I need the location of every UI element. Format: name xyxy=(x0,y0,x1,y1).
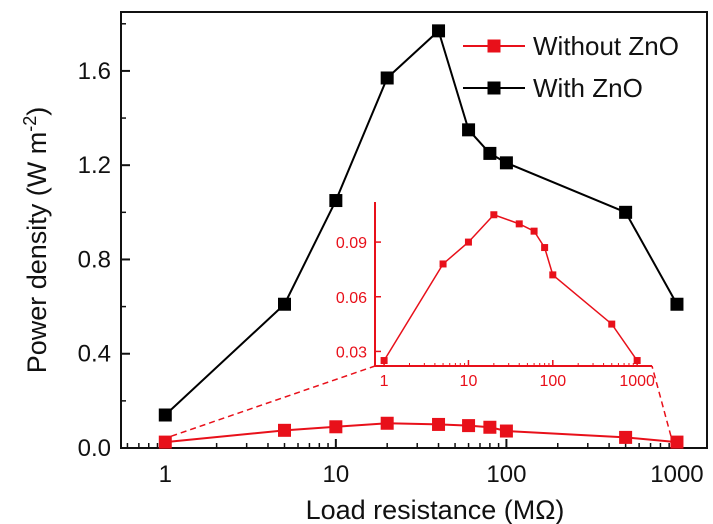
x-tick-label: 1 xyxy=(159,461,172,488)
data-point-with-zno xyxy=(499,156,513,170)
inset-data-point xyxy=(608,320,616,328)
inset-data-point xyxy=(464,238,472,246)
y-axis-label-close: ) xyxy=(22,107,52,116)
inset-x-tick-label: 1000 xyxy=(619,373,655,390)
inset-data-point xyxy=(530,227,538,235)
main-plot-frame xyxy=(120,11,708,449)
inset-y-tick-label: 0.06 xyxy=(336,290,367,307)
inset-y-tick-label: 0.09 xyxy=(336,235,367,252)
inset-y-tick-label: 0.03 xyxy=(336,344,367,361)
y-tick-label: 1.2 xyxy=(78,152,111,179)
inset-data-point xyxy=(515,220,523,228)
data-point-without-zno xyxy=(278,423,292,437)
data-point-without-zno xyxy=(619,430,633,444)
x-tick-label: 1000 xyxy=(650,461,703,488)
data-point-with-zno xyxy=(432,24,446,38)
data-point-without-zno xyxy=(462,419,476,433)
data-point-with-zno xyxy=(483,146,497,160)
legend-label: Without ZnO xyxy=(533,31,679,61)
main-plot: 1 10 100 1000 0.0 0.4 0.8 1.2 1.6 xyxy=(78,11,708,488)
legend: Without ZnO With ZnO xyxy=(463,31,679,103)
data-point-with-zno xyxy=(329,194,343,208)
x-tick-label: 10 xyxy=(322,461,349,488)
data-point-without-zno xyxy=(329,420,343,434)
y-tick-label: 0.8 xyxy=(78,246,111,273)
data-point-without-zno xyxy=(483,420,497,434)
inset-data-point xyxy=(490,211,498,219)
y-tick-label: 1.6 xyxy=(78,58,111,85)
data-point-with-zno xyxy=(380,71,394,85)
data-point-with-zno xyxy=(158,408,172,422)
inset-connector-right xyxy=(651,365,672,437)
inset-x-tick-label: 10 xyxy=(460,373,478,390)
y-axis-label-exponent: -2 xyxy=(20,116,40,132)
inset-data-point xyxy=(380,357,388,365)
legend-swatch-marker xyxy=(487,39,501,53)
inset-plot: 1 10 100 1000 0.03 0.06 0.09 xyxy=(171,202,672,437)
inset-data-point xyxy=(541,244,549,252)
y-tick-label: 0.4 xyxy=(78,341,111,368)
inset-series-line xyxy=(383,213,638,361)
y-axis-label: Power density (W m-2) xyxy=(20,107,52,374)
series-line-without-zno xyxy=(165,422,678,444)
y-axis-label-main: Power density (W m xyxy=(22,132,52,374)
data-point-with-zno xyxy=(619,205,633,219)
data-point-with-zno xyxy=(462,123,476,137)
x-axis-label: Load resistance (MΩ) xyxy=(306,495,565,524)
y-tick-label: 0.0 xyxy=(78,435,111,462)
data-point-without-zno xyxy=(380,416,394,430)
legend-swatch-marker xyxy=(487,81,501,95)
data-point-without-zno xyxy=(499,424,513,438)
inset-x-tick-label: 1 xyxy=(380,373,389,390)
legend-label: With ZnO xyxy=(533,73,643,103)
data-point-with-zno xyxy=(278,297,292,311)
data-point-without-zno xyxy=(670,435,684,449)
series-line-with-zno xyxy=(164,29,678,416)
inset-data-point xyxy=(549,271,557,279)
data-point-without-zno xyxy=(432,417,446,431)
inset-connector-left xyxy=(171,365,376,437)
x-tick-label: 100 xyxy=(486,461,526,488)
inset-data-point xyxy=(439,260,447,268)
inset-data-point xyxy=(633,357,641,365)
data-point-with-zno xyxy=(670,297,684,311)
inset-x-tick-label: 100 xyxy=(539,373,566,390)
data-point-without-zno xyxy=(158,435,172,449)
